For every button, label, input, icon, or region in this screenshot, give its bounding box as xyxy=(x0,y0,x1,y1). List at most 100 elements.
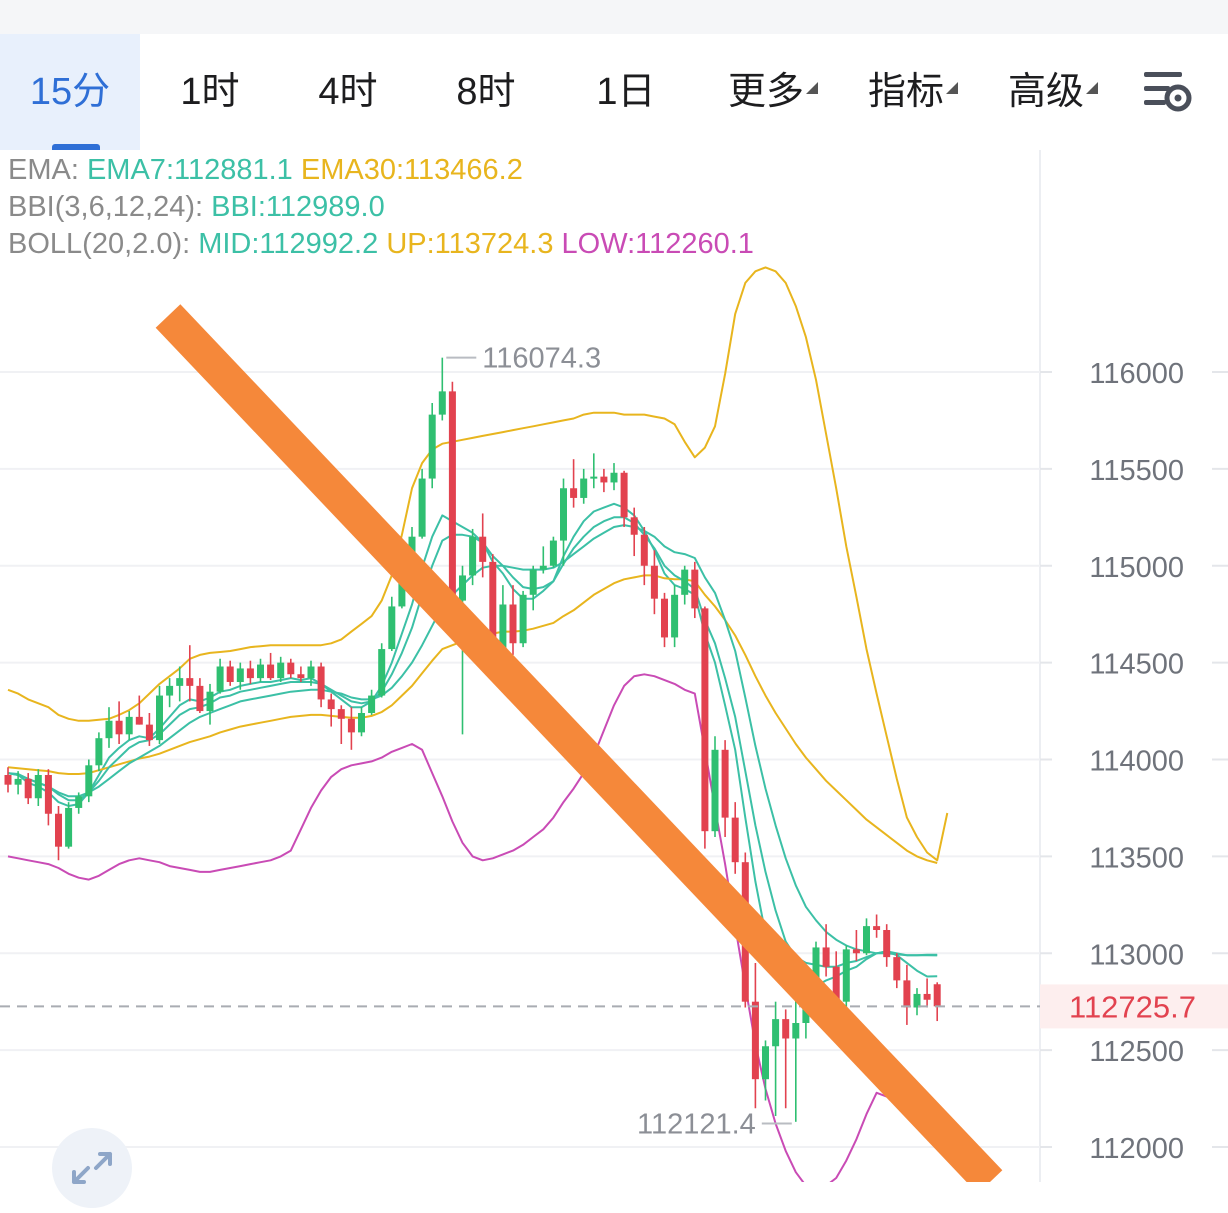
last-price-label: 112725.7 xyxy=(1069,989,1196,1024)
candle xyxy=(580,478,588,498)
candle xyxy=(34,775,42,799)
boll-mid-value: MID:112992.2 xyxy=(198,228,379,260)
candle xyxy=(529,569,537,595)
candle xyxy=(206,691,214,712)
price-tick-label: 116000 xyxy=(1089,358,1184,390)
dropdown-triangle-icon xyxy=(946,82,958,94)
candle xyxy=(216,666,224,692)
candle xyxy=(378,649,386,696)
tab-1h-label: 1时 xyxy=(180,71,240,113)
candle xyxy=(236,668,244,682)
candle xyxy=(671,594,679,638)
tab-1d-label: 1日 xyxy=(596,71,656,113)
candle xyxy=(44,775,52,814)
candle xyxy=(297,674,305,679)
candle xyxy=(85,765,93,797)
candle xyxy=(55,813,62,847)
candle xyxy=(186,678,194,686)
candle xyxy=(226,666,234,682)
boll-label: BOLL(20,2.0): xyxy=(8,228,191,260)
candle xyxy=(539,565,547,570)
last-price-tag xyxy=(1040,984,1228,1029)
candle xyxy=(327,699,335,710)
candle xyxy=(812,947,820,981)
tab-15m-label: 15分 xyxy=(29,71,111,113)
candle xyxy=(95,738,103,766)
tab-8h[interactable]: 8时 xyxy=(416,34,556,150)
annotation-trend-line xyxy=(155,304,1003,1182)
timeframe-tabs: 15分 1时 4时 8时 1日 更多 指标 高级 xyxy=(0,34,1228,150)
candle xyxy=(479,536,487,562)
candle xyxy=(762,1046,769,1080)
candle xyxy=(549,540,557,566)
candle xyxy=(418,478,426,537)
candle xyxy=(883,930,891,958)
candle xyxy=(317,666,325,700)
candle xyxy=(509,604,517,644)
fullscreen-button[interactable] xyxy=(52,1128,132,1208)
candle xyxy=(307,666,315,679)
tab-1h[interactable]: 1时 xyxy=(140,34,280,150)
candle xyxy=(782,1019,790,1039)
candle xyxy=(721,749,729,818)
candle xyxy=(176,678,184,686)
ema30-value: EMA30:113466.2 xyxy=(300,154,523,186)
boll-low-value: LOW:112260.1 xyxy=(561,228,754,260)
price-tick-label: 113000 xyxy=(1089,939,1184,971)
bbi-label: BBI(3,6,12,24): xyxy=(8,191,204,223)
tab-1d[interactable]: 1日 xyxy=(556,34,696,150)
candle xyxy=(711,749,719,832)
candle xyxy=(4,775,12,785)
price-tick-label: 114000 xyxy=(1089,746,1184,778)
candle xyxy=(388,606,396,650)
candle xyxy=(772,1019,780,1047)
candle xyxy=(630,517,638,535)
candle xyxy=(65,807,73,847)
candle xyxy=(459,575,466,601)
tab-more[interactable]: 更多 xyxy=(706,34,826,150)
candle xyxy=(873,926,881,930)
candle xyxy=(661,598,668,638)
candle xyxy=(358,713,365,733)
boll-legend-row: BOLL(20,2.0): MID:112992.2 UP:113724.3 L… xyxy=(8,226,754,263)
candle xyxy=(792,1023,800,1039)
candle xyxy=(610,472,618,483)
candle xyxy=(640,534,648,566)
candle xyxy=(115,720,123,735)
tab-15m[interactable]: 15分 xyxy=(0,34,140,150)
candle xyxy=(347,718,355,733)
candle xyxy=(246,668,254,679)
candle xyxy=(681,569,689,595)
tab-advanced-label: 高级 xyxy=(1007,71,1084,113)
bbi-legend-row: BBI(3,6,12,24): BBI:112989.0 xyxy=(8,189,754,226)
candle xyxy=(145,724,153,741)
candle xyxy=(751,1001,759,1080)
candle xyxy=(337,709,345,719)
tab-indicators-label: 指标 xyxy=(867,71,944,113)
tab-advanced[interactable]: 高级 xyxy=(986,34,1106,150)
tab-more-label: 更多 xyxy=(727,71,804,113)
candle xyxy=(287,662,295,675)
tab-indicators[interactable]: 指标 xyxy=(846,34,966,150)
candle xyxy=(257,664,264,679)
chart-settings-icon[interactable] xyxy=(1142,34,1202,150)
candle xyxy=(570,488,578,498)
candlestick-chart[interactable]: 116000 115500 115000 114500 114000 113500 1130… xyxy=(0,0,1228,1182)
price-tick-label: 115000 xyxy=(1089,552,1184,584)
candle xyxy=(196,685,204,712)
candle xyxy=(75,796,83,808)
tab-4h[interactable]: 4时 xyxy=(278,34,418,150)
candle xyxy=(438,391,446,415)
active-tab-indicator xyxy=(52,144,100,150)
candle xyxy=(489,561,497,653)
boll-up-value: UP:113724.3 xyxy=(386,228,554,260)
candle xyxy=(822,947,830,967)
candle xyxy=(166,685,174,696)
ema-legend-row: EMA: EMA7:112881.1 EMA30:113466.2 xyxy=(8,152,754,189)
candle xyxy=(691,569,699,609)
price-tick-label: 112500 xyxy=(1089,1036,1184,1068)
candle xyxy=(267,664,275,679)
candle xyxy=(903,980,911,1008)
candle xyxy=(650,565,658,599)
candle xyxy=(863,926,870,954)
